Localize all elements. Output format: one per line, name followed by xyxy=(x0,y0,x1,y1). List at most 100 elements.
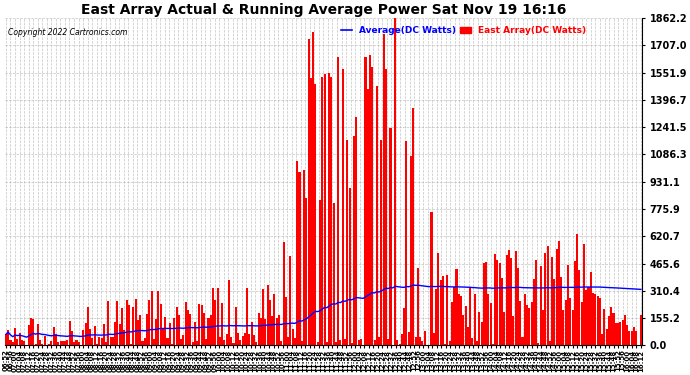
Bar xyxy=(237,333,239,345)
Bar xyxy=(5,334,7,345)
Bar xyxy=(551,257,553,345)
Bar xyxy=(78,342,80,345)
Bar xyxy=(406,141,408,345)
Bar xyxy=(331,76,333,345)
Bar xyxy=(266,285,268,345)
Bar xyxy=(17,339,19,345)
Bar xyxy=(153,339,155,345)
Bar xyxy=(371,67,373,345)
Bar xyxy=(224,340,226,345)
Bar xyxy=(353,136,355,345)
Bar xyxy=(101,338,103,345)
Bar xyxy=(485,262,487,345)
Bar xyxy=(531,303,533,345)
Bar xyxy=(30,318,32,345)
Bar xyxy=(594,294,596,345)
Bar xyxy=(271,316,273,345)
Bar xyxy=(535,260,538,345)
Bar xyxy=(364,57,366,345)
Bar xyxy=(255,342,257,345)
Bar xyxy=(324,74,326,345)
Bar xyxy=(490,303,492,345)
Bar xyxy=(378,337,380,345)
Bar xyxy=(522,337,524,345)
Bar xyxy=(474,294,475,345)
Bar xyxy=(73,342,75,345)
Bar xyxy=(592,293,594,345)
Bar xyxy=(617,322,619,345)
Bar xyxy=(289,256,291,345)
Bar xyxy=(201,305,203,345)
Bar xyxy=(633,327,635,345)
Bar xyxy=(230,337,233,345)
Bar xyxy=(544,253,546,345)
Bar xyxy=(75,340,77,345)
Bar xyxy=(369,55,371,345)
Bar xyxy=(322,77,324,345)
Bar xyxy=(82,330,84,345)
Title: East Array Actual & Running Average Power Sat Nov 19 16:16: East Array Actual & Running Average Powe… xyxy=(81,3,566,17)
Bar xyxy=(203,314,205,345)
Bar xyxy=(342,69,344,345)
Bar xyxy=(96,344,98,345)
Bar xyxy=(524,294,526,345)
Bar xyxy=(431,212,433,345)
Bar xyxy=(303,170,305,345)
Bar xyxy=(433,333,435,345)
Bar xyxy=(208,318,210,345)
Bar xyxy=(326,342,328,345)
Bar xyxy=(87,307,89,345)
Bar xyxy=(296,160,298,345)
Legend: Average(DC Watts), East Array(DC Watts): Average(DC Watts), East Array(DC Watts) xyxy=(337,22,590,39)
Bar xyxy=(348,188,351,345)
Bar xyxy=(194,322,196,345)
Bar xyxy=(210,315,212,345)
Bar xyxy=(373,340,375,345)
Bar xyxy=(526,305,528,345)
Bar xyxy=(538,344,540,345)
Bar xyxy=(629,331,631,345)
Bar xyxy=(221,303,223,345)
Bar xyxy=(130,344,132,345)
Bar xyxy=(487,294,489,345)
Bar xyxy=(196,341,198,345)
Bar xyxy=(192,342,194,345)
Bar xyxy=(312,32,314,345)
Bar xyxy=(132,307,135,345)
Bar xyxy=(360,339,362,345)
Bar xyxy=(376,86,378,345)
Bar xyxy=(620,322,622,345)
Bar xyxy=(137,320,139,345)
Bar xyxy=(558,241,560,345)
Bar xyxy=(108,302,110,345)
Bar xyxy=(503,312,505,345)
Bar xyxy=(476,340,478,345)
Bar xyxy=(103,324,105,345)
Bar xyxy=(578,270,580,345)
Bar xyxy=(385,69,387,345)
Bar xyxy=(182,335,184,345)
Bar xyxy=(269,300,271,345)
Bar xyxy=(85,323,87,345)
Bar xyxy=(351,343,353,345)
Bar xyxy=(98,338,100,345)
Bar xyxy=(198,304,200,345)
Bar xyxy=(444,344,446,345)
Bar xyxy=(587,287,589,345)
Bar xyxy=(171,344,173,345)
Bar xyxy=(533,279,535,345)
Bar xyxy=(164,316,166,345)
Bar xyxy=(519,301,521,345)
Bar xyxy=(315,84,317,345)
Bar xyxy=(239,340,241,345)
Bar xyxy=(357,340,359,345)
Bar xyxy=(262,290,264,345)
Bar xyxy=(180,339,182,345)
Bar xyxy=(515,252,517,345)
Bar xyxy=(114,322,116,345)
Bar xyxy=(339,340,342,345)
Bar xyxy=(631,330,633,345)
Bar xyxy=(308,39,310,345)
Bar xyxy=(555,249,558,345)
Bar xyxy=(401,334,403,345)
